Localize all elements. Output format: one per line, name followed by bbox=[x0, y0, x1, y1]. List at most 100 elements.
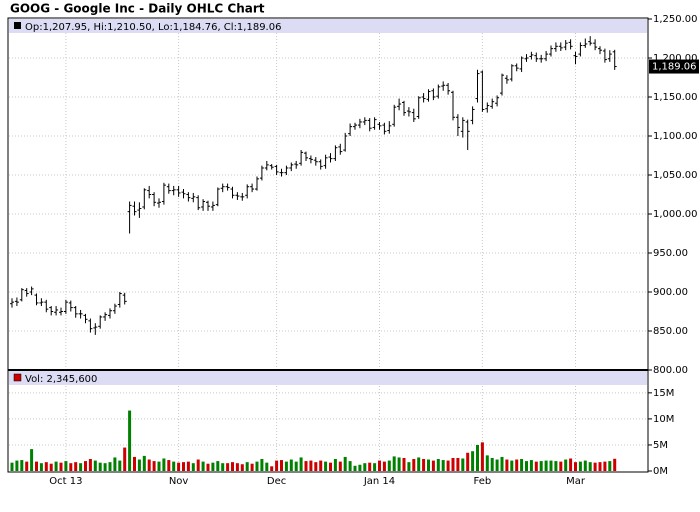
volume-bar bbox=[309, 460, 313, 471]
volume-bar bbox=[113, 457, 117, 471]
volume-bar bbox=[588, 462, 592, 471]
grid bbox=[9, 33, 647, 471]
volume-bar bbox=[216, 461, 220, 471]
volume-bar bbox=[598, 462, 602, 471]
y-tick-label: 950.00 bbox=[653, 248, 688, 259]
volume-bar bbox=[186, 461, 190, 471]
y-tick-label: 1,250.00 bbox=[653, 14, 698, 25]
volume-bar bbox=[387, 460, 391, 471]
volume-bar bbox=[64, 461, 68, 471]
volume-bar bbox=[172, 461, 176, 471]
volume-bar bbox=[142, 455, 146, 471]
volume-bar bbox=[343, 456, 347, 471]
volume-bar bbox=[182, 462, 185, 471]
volume-bar bbox=[231, 462, 234, 471]
y-tick-label: 1,150.00 bbox=[653, 92, 698, 103]
volume-bar bbox=[226, 463, 230, 471]
volume-bar bbox=[10, 462, 14, 471]
volume-bar bbox=[554, 461, 558, 471]
volume-bar bbox=[412, 459, 416, 471]
volume-bar bbox=[221, 463, 225, 471]
volume-bar bbox=[79, 463, 83, 471]
volume-bar bbox=[133, 456, 136, 471]
volume-bar bbox=[466, 452, 470, 471]
volume-bar bbox=[59, 462, 63, 471]
volume-bar bbox=[363, 463, 367, 471]
volume-bar bbox=[275, 460, 279, 471]
volume-bar bbox=[128, 410, 132, 471]
volume-bar bbox=[476, 444, 479, 471]
volume-bar bbox=[549, 460, 553, 471]
legend-square bbox=[13, 373, 22, 382]
volume-bar bbox=[329, 462, 332, 471]
volume-bar bbox=[191, 463, 195, 471]
volume-bar bbox=[93, 460, 97, 471]
volume-bar bbox=[103, 463, 107, 471]
volume-bar bbox=[319, 460, 323, 471]
y-tick-label: 15M bbox=[653, 388, 674, 399]
volume-bar bbox=[382, 461, 386, 471]
volume-bar bbox=[152, 461, 156, 471]
chart-title: GOOG - Google Inc - Daily OHLC Chart bbox=[10, 2, 265, 16]
volume-bar bbox=[137, 459, 141, 471]
x-tick-label: Oct 13 bbox=[49, 476, 82, 487]
volume-bar bbox=[284, 461, 288, 471]
volume-bar bbox=[294, 461, 298, 471]
volume-bar bbox=[289, 459, 293, 471]
volume-bar bbox=[314, 462, 318, 471]
y-tick-label: 1,000.00 bbox=[653, 209, 698, 220]
volume-bar bbox=[603, 461, 607, 471]
volume-legend: Vol: 2,345,600 bbox=[25, 374, 97, 385]
volume-bar bbox=[407, 462, 411, 471]
volume-bar bbox=[84, 461, 87, 471]
volume-bar bbox=[446, 460, 450, 471]
volume-bar bbox=[353, 465, 357, 471]
volume-bar bbox=[206, 463, 210, 471]
volume-bar bbox=[515, 459, 519, 471]
volume-bar bbox=[471, 451, 475, 471]
volume-bar bbox=[417, 457, 421, 471]
volume-bar bbox=[265, 462, 269, 471]
volume-bar bbox=[574, 462, 577, 471]
volume-bar bbox=[608, 461, 612, 471]
volume-bar bbox=[490, 457, 494, 471]
volume-bar bbox=[88, 459, 92, 471]
x-tick-label: Jan 14 bbox=[363, 476, 395, 487]
volume-bar bbox=[39, 463, 43, 471]
y-tick-label: 800.00 bbox=[653, 365, 688, 376]
volume-bar bbox=[510, 460, 514, 471]
plot-frame bbox=[7, 17, 649, 473]
volume-bar bbox=[564, 459, 568, 471]
volume-bar bbox=[211, 462, 215, 471]
volume-bar bbox=[534, 461, 538, 471]
volume-bar bbox=[613, 458, 617, 471]
volume-bar bbox=[167, 460, 171, 471]
last-price-box bbox=[649, 59, 699, 74]
volume-bar bbox=[118, 460, 122, 471]
volume-bar bbox=[422, 459, 426, 471]
volume-bar bbox=[583, 460, 587, 471]
legend-square bbox=[14, 22, 21, 29]
volume-bar bbox=[255, 461, 259, 471]
y-tick-label: 1,100.00 bbox=[653, 131, 698, 142]
volume-bar bbox=[98, 462, 102, 471]
volume-bar bbox=[245, 462, 249, 471]
volume-bar bbox=[358, 464, 362, 471]
volume-bar bbox=[520, 459, 524, 471]
ohlc-legend: Op:1,207.95, Hi:1,210.50, Lo:1,184.76, C… bbox=[25, 22, 281, 33]
volume-bar bbox=[368, 462, 372, 471]
volume-bar bbox=[431, 460, 435, 471]
volume-bar bbox=[270, 466, 274, 471]
volume-bar bbox=[485, 455, 489, 471]
volume-bar bbox=[250, 463, 254, 471]
volume-bar bbox=[569, 458, 573, 471]
volume-header bbox=[9, 371, 647, 385]
volume-bar bbox=[25, 461, 29, 471]
volume-bar bbox=[35, 461, 38, 471]
volume-bar bbox=[505, 459, 509, 471]
last-price-label: 1,189.06 bbox=[652, 62, 697, 73]
volume-bar bbox=[196, 459, 200, 471]
volume-bar bbox=[392, 456, 396, 471]
volume-bar bbox=[578, 461, 582, 471]
y-tick-label: 1,200.00 bbox=[653, 53, 698, 64]
